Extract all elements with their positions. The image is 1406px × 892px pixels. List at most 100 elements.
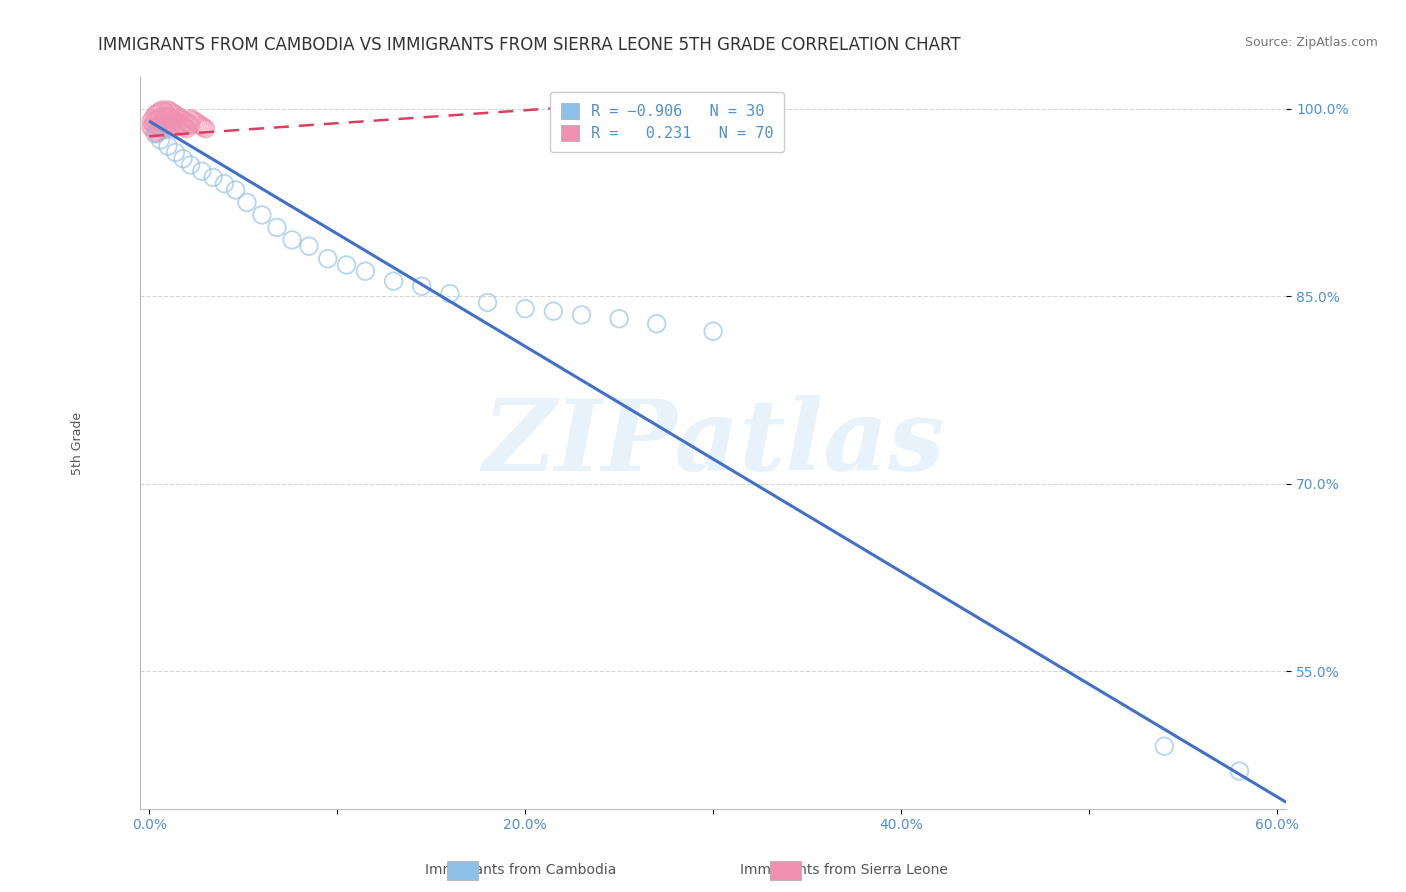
Point	[316, 252, 339, 266]
Point	[150, 115, 173, 129]
Point	[159, 104, 181, 119]
Point	[162, 112, 184, 127]
Point	[172, 152, 194, 166]
Point	[607, 311, 630, 326]
Text: Immigrants from Cambodia: Immigrants from Cambodia	[425, 863, 616, 877]
Point	[148, 112, 170, 126]
Point	[177, 117, 200, 131]
Point	[148, 118, 170, 132]
Point	[165, 114, 187, 128]
Point	[169, 117, 191, 131]
Point	[172, 119, 194, 133]
Point	[153, 104, 176, 119]
Point	[143, 127, 166, 141]
Point	[477, 295, 499, 310]
Point	[160, 112, 183, 126]
Point	[183, 114, 205, 128]
Point	[165, 120, 187, 135]
Point	[153, 117, 176, 131]
Point	[170, 118, 193, 132]
Point	[188, 118, 211, 132]
Point	[148, 105, 170, 120]
Point	[1229, 764, 1251, 779]
Point	[143, 108, 166, 122]
Point	[159, 117, 181, 131]
Point	[439, 286, 461, 301]
Text: IMMIGRANTS FROM CAMBODIA VS IMMIGRANTS FROM SIERRA LEONE 5TH GRADE CORRELATION C: IMMIGRANTS FROM CAMBODIA VS IMMIGRANTS F…	[98, 36, 962, 54]
Point	[515, 301, 537, 316]
Point	[214, 177, 236, 191]
Point	[149, 133, 172, 147]
Point	[150, 121, 173, 136]
Point	[149, 104, 172, 119]
Point	[160, 118, 183, 132]
Point	[180, 158, 202, 172]
Text: Source: ZipAtlas.com: Source: ZipAtlas.com	[1244, 36, 1378, 49]
Point	[139, 120, 162, 135]
Point	[142, 112, 165, 126]
Point	[153, 111, 176, 125]
Point	[148, 124, 170, 138]
Point	[150, 103, 173, 117]
Point	[281, 233, 304, 247]
Point	[180, 118, 202, 132]
Point	[160, 105, 183, 120]
Point	[162, 106, 184, 120]
Point	[172, 112, 194, 127]
Text: ZIPatlas: ZIPatlas	[482, 395, 945, 491]
Point	[191, 164, 214, 178]
Point	[174, 114, 197, 128]
Point	[162, 119, 184, 133]
Point	[156, 103, 179, 117]
Legend: R = −0.906   N = 30, R =   0.231   N = 70: R = −0.906 N = 30, R = 0.231 N = 70	[550, 93, 785, 152]
Point	[187, 117, 209, 131]
Point	[153, 123, 176, 137]
Point	[149, 123, 172, 137]
Point	[298, 239, 321, 253]
Point	[169, 111, 191, 125]
Point	[159, 111, 181, 125]
Point	[165, 145, 187, 160]
Point	[149, 117, 172, 131]
Point	[143, 120, 166, 135]
Point	[266, 220, 288, 235]
Point	[186, 115, 208, 129]
Point	[202, 170, 225, 185]
Point	[166, 115, 188, 129]
Point	[165, 108, 187, 122]
Point	[142, 121, 165, 136]
Point	[143, 114, 166, 128]
Point	[645, 317, 668, 331]
Point	[150, 109, 173, 123]
Point	[166, 109, 188, 123]
Point	[1153, 739, 1175, 754]
Point	[702, 324, 724, 338]
Point	[382, 274, 405, 288]
Point	[145, 127, 167, 141]
Point	[571, 308, 593, 322]
Point	[176, 121, 198, 136]
Point	[250, 208, 273, 222]
Point	[193, 120, 215, 135]
Point	[354, 264, 377, 278]
Point	[543, 304, 565, 318]
Point	[236, 195, 259, 210]
Point	[225, 183, 247, 197]
Point	[170, 112, 193, 126]
Point	[156, 109, 179, 123]
Point	[176, 115, 198, 129]
Point	[191, 119, 214, 133]
Point	[142, 117, 165, 131]
Point	[335, 258, 357, 272]
Point	[156, 139, 179, 153]
Point	[145, 119, 167, 133]
Point	[194, 121, 217, 136]
Point	[180, 112, 202, 126]
Text: Immigrants from Sierra Leone: Immigrants from Sierra Leone	[740, 863, 948, 877]
Point	[155, 112, 177, 126]
Point	[181, 112, 204, 127]
Point	[174, 120, 197, 135]
Point	[145, 112, 167, 127]
Point	[145, 125, 167, 139]
Point	[149, 111, 172, 125]
